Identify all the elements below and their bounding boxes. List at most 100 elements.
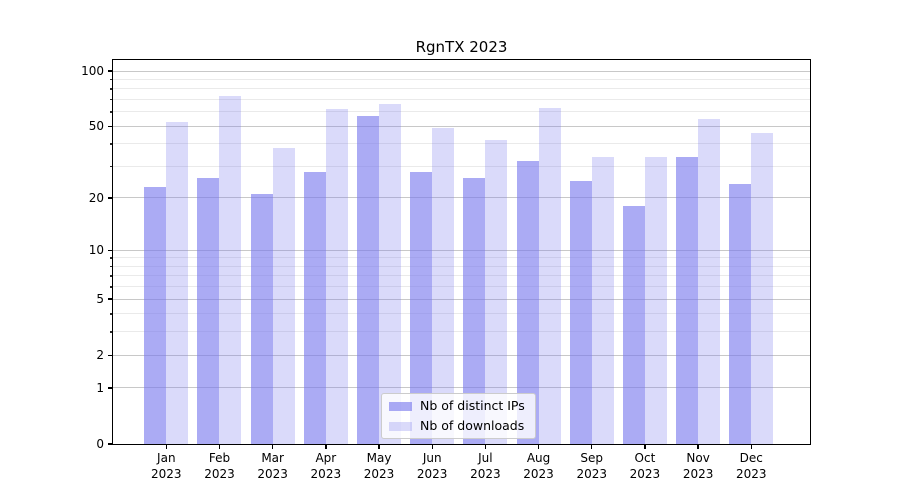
bar-distinct-ips-nov <box>676 157 698 444</box>
y-tick-mark <box>108 387 112 389</box>
x-tick-label: Jun 2023 <box>404 451 460 482</box>
x-tick-year: 2023 <box>151 466 182 481</box>
x-tick-month: Sep <box>580 451 604 465</box>
x-tick-month: Aug <box>526 451 551 465</box>
x-tick-label: Oct 2023 <box>617 451 673 482</box>
x-tick-mark <box>271 445 274 449</box>
y-tick-label: 100 <box>81 64 104 78</box>
y-gridline-major <box>113 387 810 389</box>
x-tick-label: Sep 2023 <box>564 451 620 482</box>
bar-downloads-sep <box>592 157 614 444</box>
bar-downloads-apr <box>326 109 348 444</box>
y-minor-tick-mark <box>110 78 113 81</box>
y-gridline-minor <box>113 286 810 288</box>
x-tick-mark <box>378 445 380 449</box>
x-tick-mark <box>591 445 593 449</box>
y-gridline-minor <box>113 257 810 259</box>
bar-downloads-jun <box>432 128 454 444</box>
x-tick-year: 2023 <box>682 466 714 481</box>
x-tick-month: Jul <box>478 451 493 465</box>
y-gridline-minor <box>113 275 810 277</box>
bar-distinct-ips-jan <box>144 187 166 444</box>
legend: Nb of distinct IPs Nb of downloads <box>381 393 536 439</box>
y-tick-label: 20 <box>88 190 104 205</box>
y-minor-tick-mark <box>110 143 113 145</box>
y-gridline-minor <box>113 165 810 167</box>
x-tick-mark <box>165 445 167 449</box>
y-gridline-minor <box>113 143 810 145</box>
y-gridline-minor <box>113 98 810 100</box>
x-tick-year: 2023 <box>416 466 448 481</box>
y-minor-tick-mark <box>110 165 113 168</box>
y-tick-mark <box>108 125 112 127</box>
bar-downloads-jan <box>166 122 188 444</box>
chart-title: RgnTX 2023 <box>415 38 508 56</box>
x-tick-mark <box>325 445 327 449</box>
bar-downloads-feb <box>219 96 241 444</box>
x-tick-label: May 2023 <box>351 451 407 482</box>
y-minor-tick-mark <box>110 265 113 268</box>
x-tick-label: Nov 2023 <box>670 451 726 482</box>
x-tick-year: 2023 <box>470 466 501 481</box>
y-tick-mark <box>108 197 112 199</box>
y-tick-mark <box>108 298 112 300</box>
bar-distinct-ips-aug <box>517 161 539 444</box>
y-gridline-major <box>113 249 810 251</box>
y-tick-label: 0 <box>96 437 104 451</box>
plot-area <box>112 59 811 445</box>
legend-swatch-distinct-ips <box>389 401 412 411</box>
bar-downloads-oct <box>645 157 667 444</box>
y-minor-tick-mark <box>110 275 113 277</box>
bar-distinct-ips-sep <box>570 181 592 444</box>
x-tick-label: Dec 2023 <box>723 451 779 482</box>
x-tick-mark <box>697 445 699 449</box>
x-tick-label: Apr 2023 <box>298 451 354 482</box>
y-tick-mark <box>108 354 112 356</box>
y-minor-tick-mark <box>110 88 113 90</box>
y-gridline-major <box>113 298 810 300</box>
y-minor-tick-mark <box>110 98 113 101</box>
bar-downloads-aug <box>539 108 561 444</box>
x-tick-month: Jun <box>422 451 442 465</box>
y-gridline-minor <box>113 265 810 267</box>
legend-swatch-downloads <box>389 421 412 431</box>
legend-label-distinct-ips: Nb of distinct IPs <box>420 398 525 413</box>
x-tick-mark <box>484 445 487 449</box>
y-tick-label: 1 <box>96 380 104 395</box>
x-tick-label: Aug 2023 <box>511 451 567 482</box>
bar-distinct-ips-may <box>357 116 379 444</box>
y-tick-label: 50 <box>88 119 104 134</box>
x-tick-month: Mar <box>261 451 284 465</box>
y-gridline-minor <box>113 313 810 315</box>
x-tick-year: 2023 <box>629 466 661 481</box>
x-tick-mark <box>431 445 433 449</box>
y-tick-mark <box>108 249 112 251</box>
y-minor-tick-mark <box>110 313 113 315</box>
x-tick-month: Jan <box>157 451 176 465</box>
x-tick-month: Feb <box>208 451 231 465</box>
x-tick-month: Oct <box>634 451 656 465</box>
y-gridline-minor <box>113 88 810 90</box>
bar-downloads-mar <box>273 148 295 444</box>
x-tick-label: Jan 2023 <box>138 451 194 482</box>
legend-label-downloads: Nb of downloads <box>420 418 525 433</box>
x-tick-year: 2023 <box>257 466 288 481</box>
legend-item-distinct-ips: Nb of distinct IPs <box>389 398 525 414</box>
y-gridline-minor <box>113 111 810 113</box>
bar-downloads-may <box>379 104 401 444</box>
x-tick-month: Apr <box>315 451 337 465</box>
y-gridline-major <box>113 354 810 356</box>
y-gridline-major <box>113 70 810 72</box>
y-gridline-major <box>113 125 810 127</box>
x-tick-year: 2023 <box>735 466 767 481</box>
x-tick-year: 2023 <box>523 466 554 481</box>
y-minor-tick-mark <box>110 286 113 288</box>
bar-distinct-ips-apr <box>304 172 326 444</box>
bar-distinct-ips-jul <box>463 178 485 444</box>
y-minor-tick-mark <box>110 331 113 333</box>
y-tick-label: 2 <box>96 348 104 363</box>
y-tick-label: 10 <box>88 243 104 258</box>
x-tick-label: Feb 2023 <box>191 451 247 482</box>
y-minor-tick-mark <box>110 111 113 113</box>
